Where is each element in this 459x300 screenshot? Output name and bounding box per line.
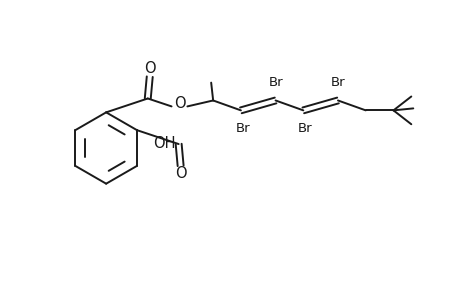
Text: OH: OH <box>153 136 176 151</box>
Text: Br: Br <box>330 76 345 89</box>
Text: Br: Br <box>297 122 312 135</box>
Text: O: O <box>174 166 186 181</box>
Text: Br: Br <box>268 76 282 89</box>
Text: O: O <box>174 96 185 111</box>
Text: Br: Br <box>235 122 250 135</box>
Text: O: O <box>144 61 155 76</box>
